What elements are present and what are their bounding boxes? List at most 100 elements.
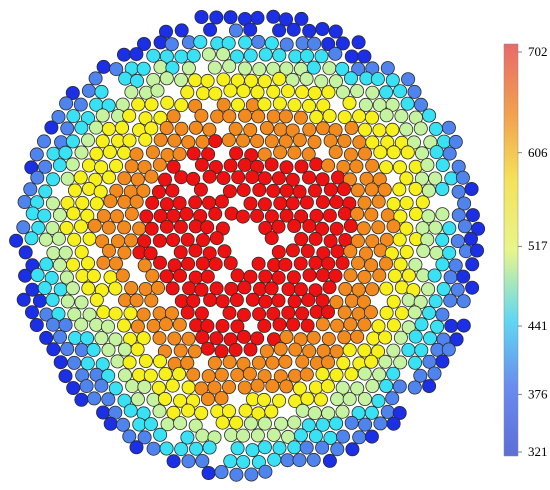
particle-dot [137, 258, 152, 273]
particle-dot [101, 319, 116, 334]
particle-dot [208, 134, 223, 149]
particle-dot [210, 109, 225, 124]
particle-dot [321, 256, 336, 271]
particle-dot [271, 244, 286, 259]
particle-dot [122, 133, 137, 148]
particle-dot [174, 49, 189, 64]
particle-dot [380, 404, 395, 419]
particle-dot [408, 206, 423, 221]
particle-dot [315, 440, 330, 455]
particle-dot [328, 74, 343, 89]
particle-dot [293, 256, 308, 271]
particle-dot [301, 293, 316, 308]
particle-dot [342, 96, 357, 111]
particle-dot [401, 72, 416, 87]
particle-dot [299, 195, 314, 210]
particle-dot [125, 379, 140, 394]
particle-dot [188, 98, 203, 113]
particle-dot [58, 245, 73, 260]
particle-dot [330, 391, 345, 406]
particle-dot [129, 194, 144, 209]
particle-dot [273, 122, 288, 137]
particle-dot [350, 329, 365, 344]
particle-dot [272, 48, 287, 63]
particle-dot [352, 109, 367, 124]
particle-dot [194, 157, 209, 172]
particle-dot [394, 306, 409, 321]
particle-dot [9, 233, 24, 248]
particle-dot [302, 219, 317, 234]
particle-dot [165, 378, 180, 393]
particle-dot [109, 158, 124, 173]
particle-dot [195, 233, 210, 248]
particle-dot [271, 293, 286, 308]
particle-dot [67, 232, 82, 247]
particle-dot [315, 21, 330, 36]
particle-dot [429, 245, 444, 260]
particle-dot [399, 171, 414, 186]
particle-dot [273, 145, 288, 160]
particle-dot [221, 379, 236, 394]
particle-dot [101, 368, 116, 383]
particle-dot [386, 294, 401, 309]
particle-dot [51, 231, 66, 246]
particle-dot [279, 379, 294, 394]
particle-dot [264, 134, 279, 149]
particle-dot [208, 86, 223, 101]
particle-dot [194, 282, 209, 297]
particle-dot [17, 194, 32, 209]
particle-dot [379, 108, 394, 123]
particle-dot [101, 220, 116, 235]
particle-dot [23, 182, 38, 197]
particle-dot [53, 355, 68, 370]
particle-dot [58, 369, 73, 384]
particle-dot [258, 269, 273, 284]
particle-dot [243, 48, 258, 63]
particle-dot [329, 367, 344, 382]
particle-dot [357, 317, 372, 332]
particle-dot [444, 318, 459, 333]
particle-dot [422, 305, 437, 320]
particle-dot [315, 121, 330, 136]
particle-dot [94, 84, 109, 99]
particle-dot [337, 110, 352, 125]
particle-dot [322, 208, 337, 223]
particle-dot [365, 234, 380, 249]
particle-dot [264, 36, 279, 51]
particle-dot [349, 159, 364, 174]
particle-dot [230, 268, 245, 283]
particle-dot [129, 47, 144, 62]
particle-dot [285, 196, 300, 211]
particle-dot [293, 282, 308, 297]
particle-dot [272, 393, 287, 408]
particle-dot [427, 366, 442, 381]
particle-dot [88, 71, 103, 86]
particle-dot [308, 429, 323, 444]
particle-dot [200, 269, 215, 284]
particle-dot [279, 183, 294, 198]
particle-dot [66, 380, 81, 395]
particle-dot [221, 36, 236, 51]
particle-dot [44, 120, 59, 135]
particle-dot [194, 9, 209, 24]
particle-dot [413, 294, 428, 309]
particle-dot [157, 172, 172, 187]
particle-dot [144, 121, 159, 136]
particle-dot [302, 122, 317, 137]
particle-dot [306, 60, 321, 75]
particle-dot [364, 429, 379, 444]
particle-dot [407, 305, 422, 320]
particle-dot [380, 135, 395, 150]
particle-dot [74, 219, 89, 234]
particle-dot [101, 392, 116, 407]
particle-dot [351, 35, 366, 50]
particle-dot [295, 403, 310, 418]
particle-dot [138, 353, 153, 368]
particle-dot [124, 159, 139, 174]
particle-dot [385, 391, 400, 406]
particle-dot [414, 146, 429, 161]
particle-dot [189, 441, 204, 456]
particle-dot [122, 429, 137, 444]
particle-dot [392, 160, 407, 175]
particle-dot [237, 61, 252, 76]
